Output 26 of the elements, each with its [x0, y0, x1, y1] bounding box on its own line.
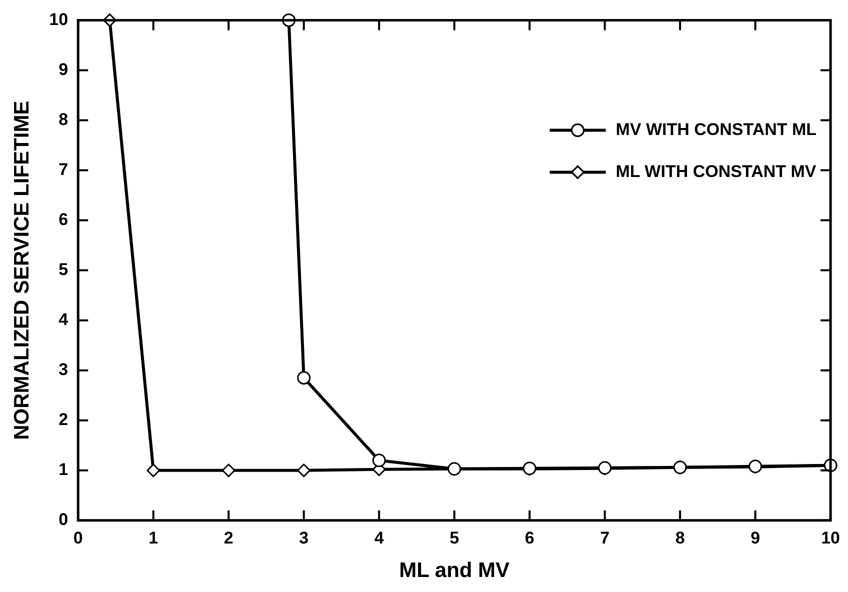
y-tick-label: 10 [49, 10, 68, 29]
y-tick-label: 1 [58, 460, 68, 480]
x-tick-label: 0 [73, 528, 83, 548]
y-tick-label: 0 [58, 510, 68, 530]
legend-label: ML WITH CONSTANT MV [616, 162, 817, 181]
x-tick-label: 7 [600, 528, 610, 548]
y-tick-label: 5 [58, 260, 68, 279]
legend-label: MV WITH CONSTANT ML [616, 120, 817, 139]
x-tick-label: 6 [524, 528, 534, 548]
y-axis-title: NORMALIZED SERVICE LIFETIME [10, 100, 34, 440]
y-tick-label: 3 [58, 360, 68, 380]
x-tick-label: 3 [299, 528, 309, 548]
y-tick-label: 9 [58, 60, 68, 79]
x-tick-label: 2 [224, 528, 234, 548]
x-tick-label: 8 [675, 528, 685, 548]
y-tick-label: 7 [58, 160, 68, 179]
y-tick-label: 2 [58, 410, 68, 430]
x-tick-label: 10 [821, 528, 840, 548]
x-tick-label: 4 [374, 528, 384, 548]
x-tick-label: 9 [750, 528, 760, 548]
x-axis-title: ML and MV [399, 559, 510, 582]
x-tick-label: 5 [450, 528, 460, 548]
y-tick-label: 6 [58, 210, 68, 229]
y-tick-label: 4 [58, 310, 69, 330]
y-tick-label: 8 [58, 110, 68, 129]
x-tick-label: 1 [148, 528, 158, 548]
